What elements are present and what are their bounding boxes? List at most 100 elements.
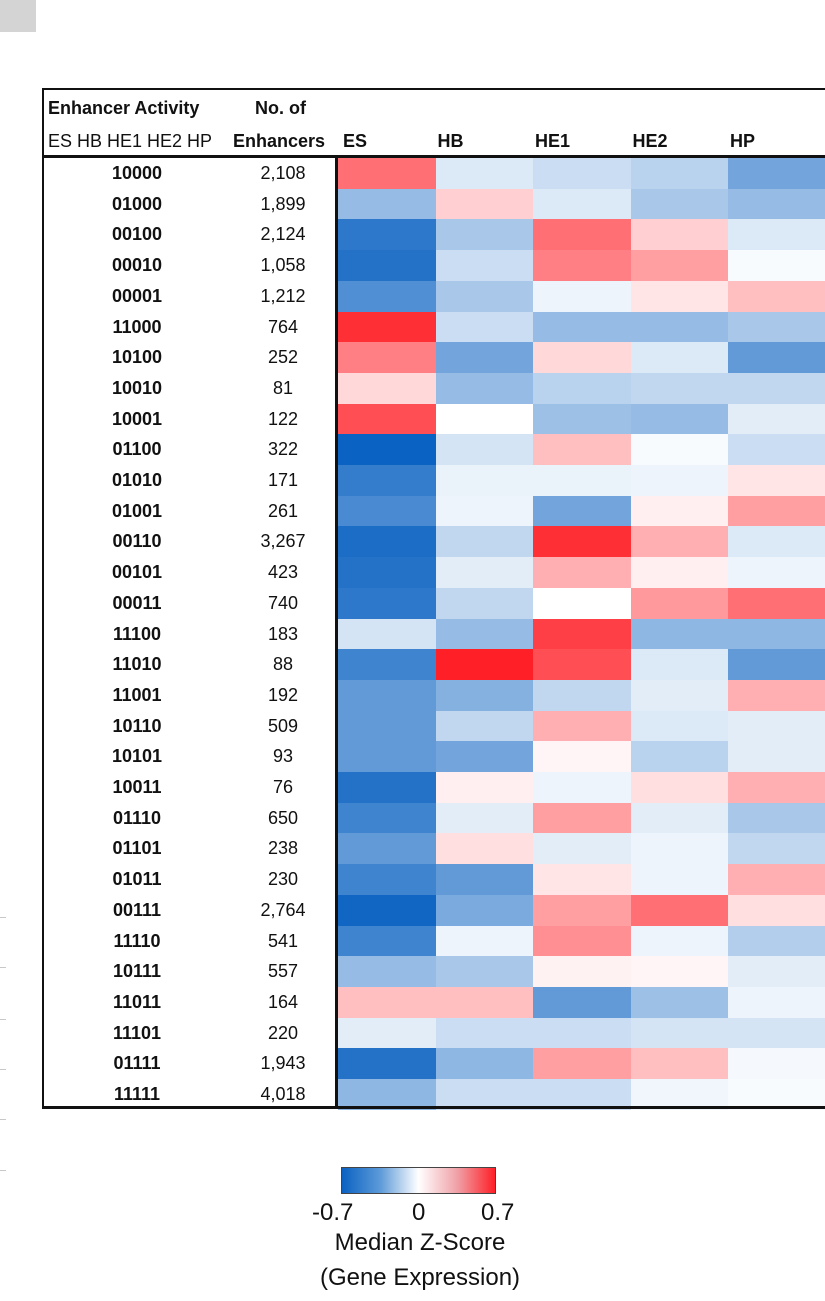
- heatmap-cell-he2: [631, 1018, 729, 1049]
- heatmap-cell-hb: [436, 926, 534, 957]
- heatmap-cell-es: [338, 465, 436, 496]
- heatmap-cell-hp: [728, 404, 825, 435]
- heatmap-cell-hp: [728, 772, 825, 803]
- heatmap-cell-es: [338, 404, 436, 435]
- colorbar-title: Median Z-Score: [280, 1229, 560, 1257]
- heatmap-cell-es: [338, 649, 436, 680]
- heatmap-cell-hp: [728, 588, 825, 619]
- heatmap-cell-he2: [631, 711, 729, 742]
- heatmap-cell-he1: [533, 680, 631, 711]
- heatmap-cell-hp: [728, 219, 825, 250]
- enhancer-count-label: 2,124: [232, 224, 334, 245]
- activity-pattern-label: 00101: [42, 562, 232, 583]
- enhancer-count-label: 76: [232, 777, 334, 798]
- heatmap-cell-es: [338, 434, 436, 465]
- table-bottom-border: [42, 1106, 825, 1109]
- heatmap-cell-he1: [533, 312, 631, 343]
- heatmap-cell-he1: [533, 1048, 631, 1079]
- heatmap-cell-he1: [533, 833, 631, 864]
- heatmap-cell-es: [338, 895, 436, 926]
- column-header-he1: HE1: [535, 131, 570, 152]
- heatmap-cell-he1: [533, 1018, 631, 1049]
- enhancer-count-label: 3,267: [232, 531, 334, 552]
- heatmap-cell-he2: [631, 833, 729, 864]
- heatmap-cell-es: [338, 557, 436, 588]
- heatmap-cell-he1: [533, 926, 631, 957]
- heatmap-cell-he1: [533, 895, 631, 926]
- heatmap-cell-he2: [631, 404, 729, 435]
- heatmap-cell-hb: [436, 649, 534, 680]
- heatmap-cell-he2: [631, 864, 729, 895]
- heatmap-cell-hb: [436, 404, 534, 435]
- header-divider: [42, 155, 825, 158]
- heatmap-cell-he2: [631, 680, 729, 711]
- heatmap-cell-he2: [631, 895, 729, 926]
- heatmap-cell-hb: [436, 987, 534, 1018]
- activity-pattern-label: 01001: [42, 501, 232, 522]
- heatmap-cell-hb: [436, 158, 534, 189]
- activity-pattern-label: 11001: [42, 685, 232, 706]
- heatmap-cell-he2: [631, 987, 729, 1018]
- heatmap-cell-hb: [436, 189, 534, 220]
- heatmap-cell-es: [338, 342, 436, 373]
- activity-pattern-label: 11110: [42, 931, 232, 952]
- colorbar: [341, 1167, 496, 1194]
- activity-pattern-label: 01000: [42, 194, 232, 215]
- heatmap-cell-he1: [533, 404, 631, 435]
- heatmap-cell-he2: [631, 496, 729, 527]
- heatmap-cell-es: [338, 526, 436, 557]
- heatmap-cell-he1: [533, 619, 631, 650]
- heatmap-cell-hp: [728, 373, 825, 404]
- enhancer-count-label: 81: [232, 378, 334, 399]
- heatmap-cell-he1: [533, 465, 631, 496]
- heatmap-cell-hb: [436, 772, 534, 803]
- heatmap-cell-es: [338, 189, 436, 220]
- activity-pattern-label: 01011: [42, 869, 232, 890]
- heatmap-cell-hb: [436, 619, 534, 650]
- heatmap-cell-hp: [728, 833, 825, 864]
- heatmap-cell-he1: [533, 864, 631, 895]
- activity-pattern-label: 10111: [42, 961, 232, 982]
- heatmap-cell-hp: [728, 158, 825, 189]
- column-header-es: ES: [343, 131, 367, 152]
- heatmap-cell-he2: [631, 250, 729, 281]
- activity-pattern-label: 10011: [42, 777, 232, 798]
- heatmap-cell-hb: [436, 680, 534, 711]
- heatmap-cell-es: [338, 680, 436, 711]
- activity-pattern-label: 10100: [42, 347, 232, 368]
- heatmap-cell-hb: [436, 895, 534, 926]
- activity-pattern-label: 11010: [42, 654, 232, 675]
- column-header-hb: HB: [438, 131, 464, 152]
- heatmap-cell-he2: [631, 803, 729, 834]
- heatmap-cell-he2: [631, 588, 729, 619]
- heatmap-cell-hp: [728, 649, 825, 680]
- heatmap-cell-hb: [436, 588, 534, 619]
- colorbar-tick-max: 0.7: [481, 1199, 514, 1227]
- heatmap-cell-hb: [436, 465, 534, 496]
- colorbar-tick-mid: 0: [412, 1199, 425, 1227]
- count-subtitle: Enhancers: [233, 131, 325, 152]
- heatmap-cell-hb: [436, 281, 534, 312]
- heatmap-cell-he1: [533, 342, 631, 373]
- heatmap-cell-hp: [728, 619, 825, 650]
- enhancer-count-label: 4,018: [232, 1084, 334, 1105]
- enhancer-count-label: 1,899: [232, 194, 334, 215]
- heatmap-cell-he1: [533, 526, 631, 557]
- heatmap-cell-hb: [436, 557, 534, 588]
- heatmap-cell-he2: [631, 649, 729, 680]
- heatmap-cell-he1: [533, 741, 631, 772]
- table-left-border: [42, 88, 44, 1108]
- heatmap-cell-he2: [631, 926, 729, 957]
- heatmap-cell-es: [338, 833, 436, 864]
- heatmap-cell-he2: [631, 281, 729, 312]
- count-title: No. of: [255, 98, 306, 119]
- heatmap-cell-hp: [728, 189, 825, 220]
- heatmap-cell-hb: [436, 250, 534, 281]
- activity-pattern-label: 11111: [42, 1084, 232, 1105]
- heatmap-cell-he2: [631, 956, 729, 987]
- heatmap-cell-hp: [728, 281, 825, 312]
- activity-pattern-label: 01110: [42, 808, 232, 829]
- heatmap-cell-hb: [436, 373, 534, 404]
- heatmap-cell-es: [338, 1018, 436, 1049]
- activity-pattern-label: 10001: [42, 409, 232, 430]
